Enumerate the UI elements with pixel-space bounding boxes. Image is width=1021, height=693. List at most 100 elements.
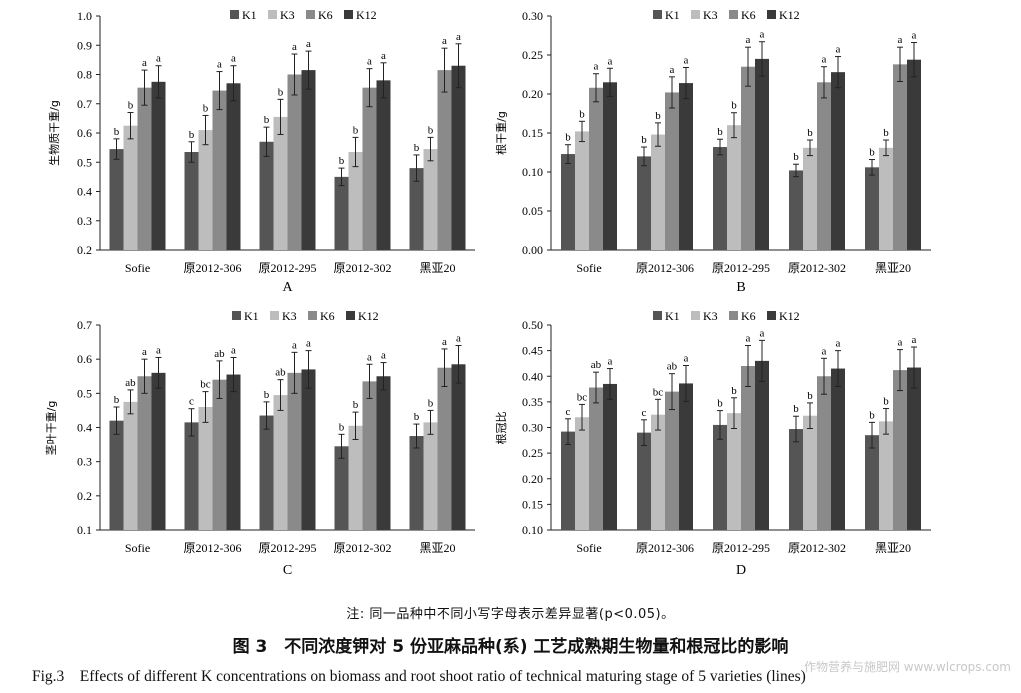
bar-K6: [665, 391, 679, 530]
significance-letter: b: [807, 390, 813, 402]
significance-letter: a: [456, 333, 461, 345]
y-tick-label: 0.4: [77, 185, 92, 199]
significance-letter: a: [760, 29, 765, 41]
bar-K12: [376, 80, 391, 250]
significance-letter: a: [367, 56, 372, 68]
bar-K1: [259, 415, 274, 530]
legend-label: K1: [244, 309, 259, 323]
bar-K1: [865, 435, 879, 530]
significance-letter: a: [912, 30, 917, 42]
y-tick-label: 0.20: [522, 87, 543, 101]
legend-label: K1: [665, 309, 680, 323]
significance-letter: b: [128, 100, 134, 112]
significance-letter: b: [731, 100, 737, 112]
bar-K6: [741, 66, 755, 250]
significance-letter: a: [142, 57, 147, 69]
significance-letter: b: [114, 394, 120, 406]
category-label: 原2012-306: [636, 541, 694, 555]
bar-K3: [727, 413, 741, 530]
bar-K3: [651, 134, 665, 250]
bar-K12: [376, 376, 391, 530]
legend-swatch: [230, 10, 239, 19]
legend-label: K12: [356, 8, 377, 22]
y-tick-label: 0.5: [77, 155, 92, 169]
bar-K12: [907, 367, 921, 530]
significance-letter: b: [869, 409, 875, 421]
legend-swatch: [767, 10, 776, 19]
legend-swatch: [270, 311, 279, 320]
significance-letter: b: [883, 396, 889, 408]
bar-K3: [123, 401, 138, 530]
significance-letter: a: [746, 34, 751, 46]
bar-K3: [727, 125, 741, 250]
significance-letter: a: [367, 351, 372, 363]
y-axis-label: 根冠比: [494, 412, 508, 445]
bar-K6: [817, 82, 831, 250]
category-label: 原2012-306: [184, 541, 242, 555]
significance-letter: a: [231, 53, 236, 65]
y-tick-label: 0.9: [77, 38, 92, 52]
bar-K6: [589, 87, 603, 250]
legend-swatch: [691, 311, 700, 320]
bar-K3: [123, 125, 138, 250]
significance-letter: b: [717, 398, 723, 410]
category-label: Sofie: [125, 541, 150, 555]
significance-letter: a: [217, 59, 222, 71]
legend-label: K6: [320, 309, 335, 323]
significance-letter: a: [381, 350, 386, 362]
significance-letter: b: [641, 134, 647, 146]
bar-K3: [348, 425, 363, 530]
legend-swatch: [729, 10, 738, 19]
y-axis-label: 根干重/g: [494, 111, 508, 155]
significance-letter: a: [306, 338, 311, 350]
bar-K3: [651, 414, 665, 530]
bar-K6: [589, 387, 603, 530]
significance-letter: c: [189, 396, 194, 408]
bar-K3: [879, 147, 893, 250]
figure-panels: 0.2 0.3 0.4 0.5 0.6 0.7 0.8 0.9 1.0 生物质干重/g K1 K3 K6…: [44, 8, 931, 578]
significance-letter: a: [836, 44, 841, 56]
legend-swatch: [344, 10, 353, 19]
significance-letter: bc: [200, 379, 211, 391]
y-tick-label: 0.5: [77, 386, 92, 400]
legend-swatch: [653, 311, 662, 320]
bar-K6: [437, 70, 452, 250]
category-label: 原2012-306: [636, 261, 694, 275]
significance-letter: b: [565, 132, 571, 144]
significance-letter: a: [292, 339, 297, 351]
category-label: 黑亚20: [419, 261, 455, 275]
significance-letter: a: [898, 337, 903, 349]
y-tick-label: 0.15: [522, 497, 543, 511]
bar-K1: [409, 168, 424, 250]
bar-K1: [334, 176, 349, 250]
bar-K12: [451, 65, 466, 250]
significance-letter: a: [822, 345, 827, 357]
footnote: 注: 同一品种中不同小写字母表示差异显著(p<0.05)。: [346, 607, 675, 622]
category-label: 原2012-302: [788, 261, 846, 275]
bar-K3: [423, 422, 438, 530]
bar-K6: [893, 64, 907, 250]
significance-letter: a: [836, 338, 841, 350]
significance-letter: b: [278, 86, 284, 98]
significance-letter: b: [807, 127, 813, 139]
significance-letter: b: [189, 129, 195, 141]
y-tick-label: 0.1: [77, 523, 92, 537]
bar-K12: [831, 72, 845, 250]
y-tick-label: 0.8: [77, 68, 92, 82]
significance-letter: a: [608, 55, 613, 67]
category-label: 黑亚20: [875, 541, 911, 555]
significance-letter: a: [156, 344, 161, 356]
bar-K6: [893, 370, 907, 530]
bar-K12: [679, 383, 693, 530]
category-label: 原2012-295: [712, 261, 770, 275]
y-tick-label: 0.20: [522, 472, 543, 486]
significance-letter: ab: [591, 359, 602, 371]
bar-K1: [109, 420, 124, 530]
category-label: 原2012-302: [788, 541, 846, 555]
bar-K1: [184, 422, 199, 530]
significance-letter: b: [793, 403, 799, 415]
y-tick-label: 0.00: [522, 243, 543, 257]
panel-label: D: [736, 563, 746, 578]
significance-letter: b: [717, 126, 723, 138]
bar-K6: [665, 92, 679, 250]
